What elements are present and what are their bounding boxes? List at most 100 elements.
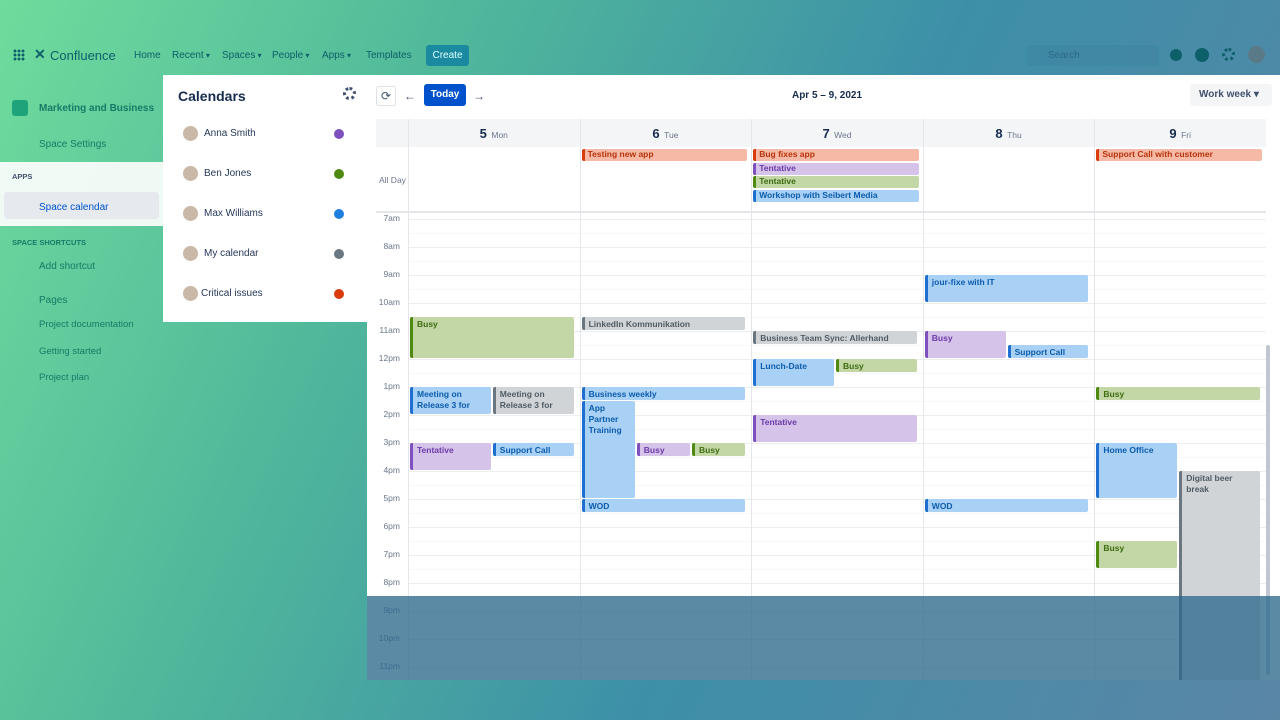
refresh-button[interactable]: ⟳ (376, 86, 396, 106)
prev-button[interactable]: ← (404, 89, 416, 103)
hour-line (408, 499, 1266, 500)
event[interactable]: Busy (836, 359, 917, 372)
calendars-panel: Calendars Anna Smith Ben Jones Max William… (163, 75, 367, 322)
calendar-name[interactable]: Ben Jones (204, 168, 252, 179)
dim-overlay (367, 596, 1280, 680)
all-day-event[interactable]: Support Call with customer (1096, 149, 1262, 161)
hour-line (408, 583, 1266, 584)
nav-link[interactable]: Templates (366, 50, 412, 61)
event[interactable]: Busy (636, 443, 690, 456)
calendar-avatar (183, 286, 198, 301)
all-day-event[interactable]: Tentative (753, 162, 919, 175)
calendar-color[interactable] (334, 129, 344, 139)
event[interactable]: jour-fixe with IT (924, 275, 1089, 302)
scrollbar[interactable] (1266, 345, 1270, 675)
day-date: 8 (995, 126, 1003, 141)
calendar-settings[interactable] (343, 87, 356, 100)
day-column-line (1094, 119, 1096, 680)
day-column-line (751, 119, 753, 680)
calendar-name[interactable]: Anna Smith (204, 128, 256, 139)
day-weekday: Thu (1007, 130, 1022, 140)
view-select[interactable]: Work week ▾ (1190, 84, 1272, 106)
calendar-color[interactable] (334, 289, 344, 299)
day-weekday: Wed (834, 130, 852, 140)
event[interactable]: App Partner Training (581, 401, 635, 498)
hour-half-line (408, 457, 1266, 458)
hour-line (408, 527, 1266, 528)
calendar-name[interactable]: My calendar (204, 248, 259, 259)
help[interactable] (1195, 48, 1209, 62)
all-day-event[interactable]: Workshop with Seibert Media (753, 189, 919, 202)
space-settings[interactable]: Space Settings (39, 139, 107, 150)
event[interactable]: WOD (924, 499, 1089, 512)
event[interactable]: Meeting on Release 3 for new (410, 387, 491, 414)
day-date: 5 (479, 126, 487, 141)
settings[interactable] (1222, 48, 1235, 61)
event[interactable]: Lunch-Date (753, 359, 834, 386)
date-range: Apr 5 – 9, 2021 (791, 90, 863, 101)
hour-half-line (408, 485, 1266, 486)
hour-line (408, 443, 1266, 444)
hour-line (408, 387, 1266, 388)
nav-link[interactable]: People (272, 50, 309, 61)
pages-link[interactable]: Pages (39, 295, 68, 306)
hour-label: 1pm (383, 381, 400, 391)
event[interactable]: Busy (692, 443, 746, 456)
add-shortcut[interactable]: Add shortcut (39, 261, 96, 272)
day-weekday: Mon (491, 130, 508, 140)
page-link[interactable]: Project plan (39, 372, 90, 383)
hour-line (408, 555, 1266, 556)
all-day-event[interactable]: Tentative (753, 176, 919, 188)
page-link[interactable]: Project documentation (39, 319, 134, 330)
space-calendar-link[interactable]: Space calendar (39, 202, 109, 213)
event[interactable]: Busy (924, 331, 1006, 358)
nav-link[interactable]: Recent (172, 50, 210, 61)
event[interactable]: Home Office (1096, 443, 1178, 498)
event[interactable]: Tentative (753, 415, 917, 442)
nav-link[interactable]: Spaces (222, 50, 262, 61)
top-nav: ✕ Confluence Home Recent Spaces People A… (0, 40, 1280, 72)
event[interactable]: Busy (1096, 541, 1178, 568)
hour-half-line (408, 233, 1266, 234)
hour-label: 7pm (383, 549, 400, 559)
event[interactable]: LinkedIn Kommunikation (581, 317, 746, 330)
search[interactable]: Search (1027, 45, 1159, 66)
all-day-event[interactable]: Bug fixes app (753, 149, 919, 161)
day-header: 8 Thu (923, 125, 1095, 143)
calendar-color[interactable] (334, 209, 344, 219)
event[interactable]: Business Team Sync: Allerhand (753, 331, 917, 344)
hour-label: 8pm (383, 577, 400, 587)
notifications[interactable] (1170, 49, 1182, 61)
calendar-name[interactable]: Max Williams (204, 208, 263, 219)
next-button[interactable]: → (473, 89, 485, 103)
app-switcher[interactable] (13, 49, 25, 61)
event[interactable]: Busy (1096, 387, 1260, 400)
avatar[interactable] (1248, 46, 1265, 63)
product-name[interactable]: Confluence (50, 48, 116, 63)
nav-link[interactable]: Home (134, 50, 161, 61)
day-date: 9 (1169, 126, 1177, 141)
calendar-color[interactable] (334, 169, 344, 179)
hour-label: 4pm (383, 465, 400, 475)
logo: ✕ (34, 46, 46, 62)
space-name[interactable]: Marketing and Business (39, 103, 155, 114)
event[interactable]: Busy (410, 317, 574, 358)
hour-half-line (408, 373, 1266, 374)
sidebar: Marketing and Business Space Settings AP… (0, 75, 163, 680)
calendar-color[interactable] (334, 249, 344, 259)
event[interactable]: Tentative (410, 443, 491, 470)
nav-link[interactable]: Apps (322, 50, 351, 61)
all-day-event[interactable]: Testing new app (581, 149, 748, 161)
event[interactable]: Support Call with (1007, 345, 1089, 358)
event[interactable]: Support Call with (492, 443, 574, 456)
event[interactable]: Business weekly (581, 387, 746, 400)
hour-label: 5pm (383, 493, 400, 503)
today-button[interactable]: Today (424, 84, 466, 106)
hour-half-line (408, 513, 1266, 514)
create-button[interactable]: Create (426, 45, 469, 66)
event[interactable]: Meeting on Release 3 for new (492, 387, 574, 414)
calendar-name[interactable]: Critical issues (201, 288, 263, 299)
page-link[interactable]: Getting started (39, 346, 102, 357)
event[interactable]: WOD (581, 499, 746, 512)
hour-half-line (408, 541, 1266, 542)
